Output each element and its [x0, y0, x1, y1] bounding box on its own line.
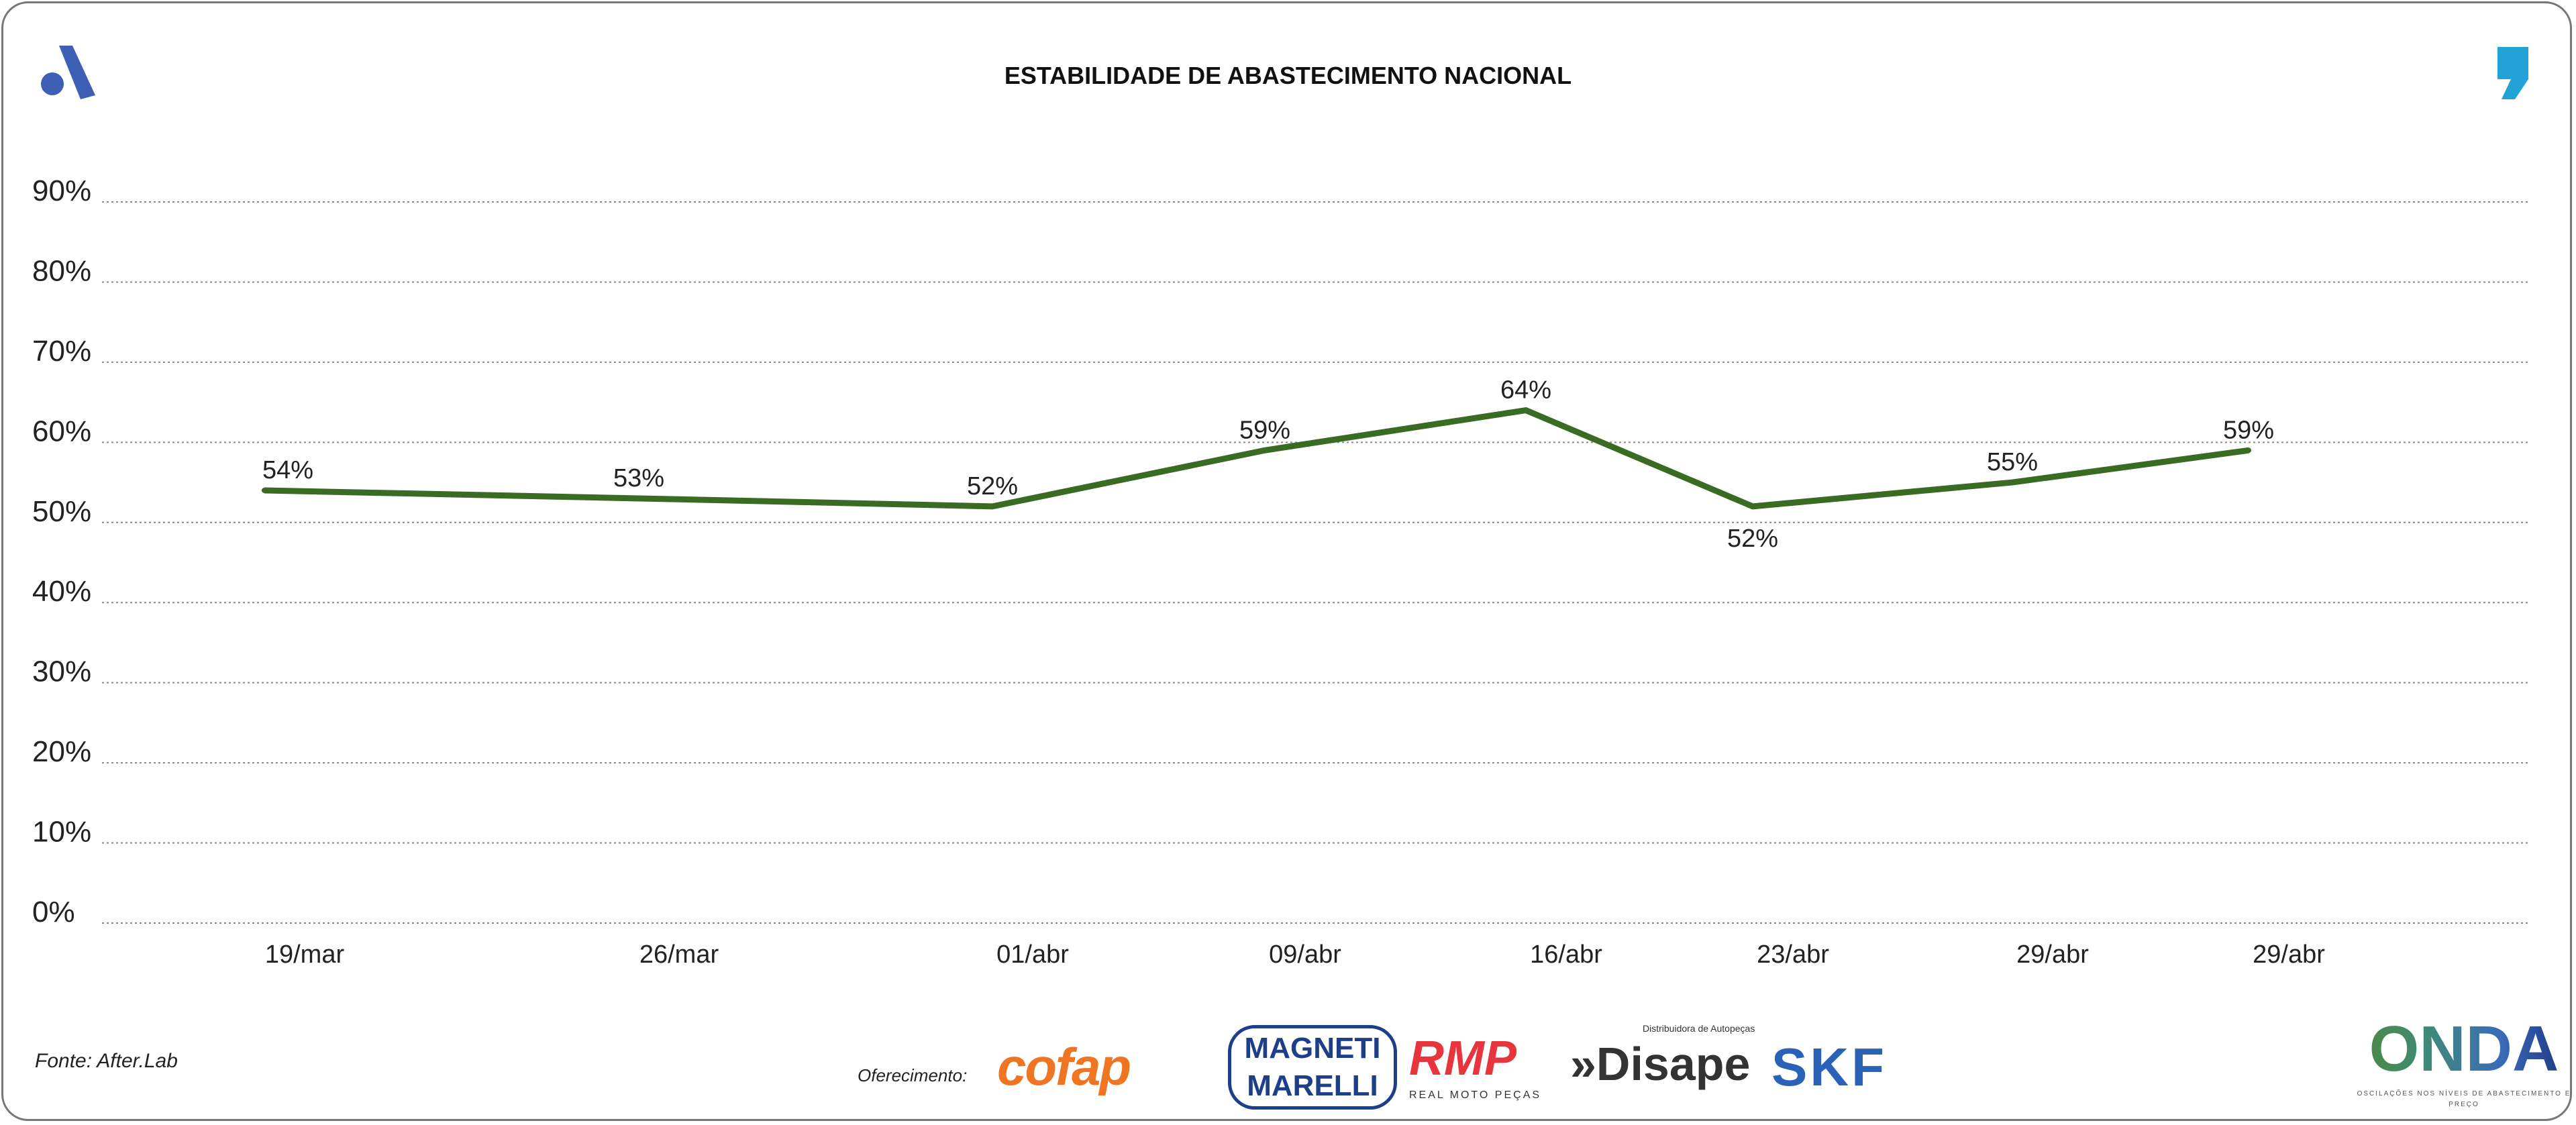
- top-right-quote-icon: [2497, 47, 2528, 99]
- data-label: 53%: [613, 464, 664, 492]
- data-label: 52%: [1727, 525, 1778, 553]
- onda-subtitle: OSCILAÇÕES NOS NÍVEIS DE ABASTECIMENTO E…: [2357, 1090, 2571, 1108]
- onda-logo-text: ONDA: [2352, 1010, 2576, 1089]
- data-point: [636, 495, 641, 501]
- x-tick-label: 01/abr: [996, 941, 1069, 969]
- data-point: [2246, 447, 2251, 453]
- x-tick-label: 29/abr: [2253, 941, 2325, 969]
- y-tick-label: 50%: [32, 495, 91, 528]
- y-tick-label: 20%: [32, 735, 91, 768]
- disape-logo: Distribuidora de Autopeças »Disape: [1570, 1021, 1755, 1092]
- y-tick-label: 80%: [32, 254, 91, 287]
- top-left-logo-icon: [41, 46, 95, 99]
- data-point: [990, 503, 995, 509]
- rmp-subtitle: REAL MOTO PEÇAS: [1409, 1089, 1542, 1101]
- disape-subtitle: Distribuidora de Autopeças: [1643, 1023, 1755, 1034]
- data-point: [262, 488, 267, 493]
- x-tick-label: 19/mar: [265, 941, 345, 969]
- data-label: 55%: [1987, 448, 2038, 476]
- data-point: [1262, 447, 1268, 453]
- data-label: 59%: [1239, 416, 1290, 444]
- data-point: [1750, 503, 1755, 509]
- x-tick-label: 16/abr: [1530, 941, 1602, 969]
- y-tick-label: 70%: [32, 335, 91, 368]
- onda-logo: ONDA OSCILAÇÕES NOS NÍVEIS DE ABASTECIMEN…: [2352, 1010, 2576, 1110]
- x-tick-label: 09/abr: [1269, 941, 1341, 969]
- y-tick-label: 10%: [32, 816, 91, 849]
- series-line: [264, 407, 2249, 510]
- y-tick-label: 60%: [32, 415, 91, 447]
- y-tick-label: 0%: [32, 896, 75, 928]
- data-point: [1523, 407, 1529, 413]
- data-point: [2010, 480, 2015, 486]
- disape-logo-text: »Disape: [1570, 1038, 1751, 1090]
- chart-title: ESTABILIDADE DE ABASTECIMENTO NACIONAL: [1004, 62, 1572, 89]
- data-label: 52%: [967, 472, 1018, 500]
- rmp-logo-text: RMP: [1409, 1032, 1516, 1085]
- cofap-logo: cofap: [997, 1037, 1131, 1096]
- data-label: 54%: [262, 456, 313, 484]
- data-label: 64%: [1500, 376, 1551, 405]
- y-tick-label: 90%: [32, 174, 91, 207]
- rmp-logo: RMP REAL MOTO PEÇAS: [1409, 1030, 1541, 1104]
- y-tick-label: 30%: [32, 655, 91, 688]
- data-label: 59%: [2223, 416, 2274, 444]
- sponsor-label: Oferecimento:: [858, 1065, 968, 1085]
- magneti-marelli-logo: MAGNETI MARELLI: [1228, 1025, 1397, 1110]
- x-tick-label: 29/abr: [2016, 941, 2089, 969]
- skf-logo: SKF: [1771, 1037, 1887, 1097]
- x-tick-label: 23/abr: [1757, 941, 1829, 969]
- x-tick-label: 26/mar: [639, 941, 719, 969]
- y-tick-label: 40%: [32, 575, 91, 608]
- source-note: Fonte: After.Lab: [35, 1050, 178, 1072]
